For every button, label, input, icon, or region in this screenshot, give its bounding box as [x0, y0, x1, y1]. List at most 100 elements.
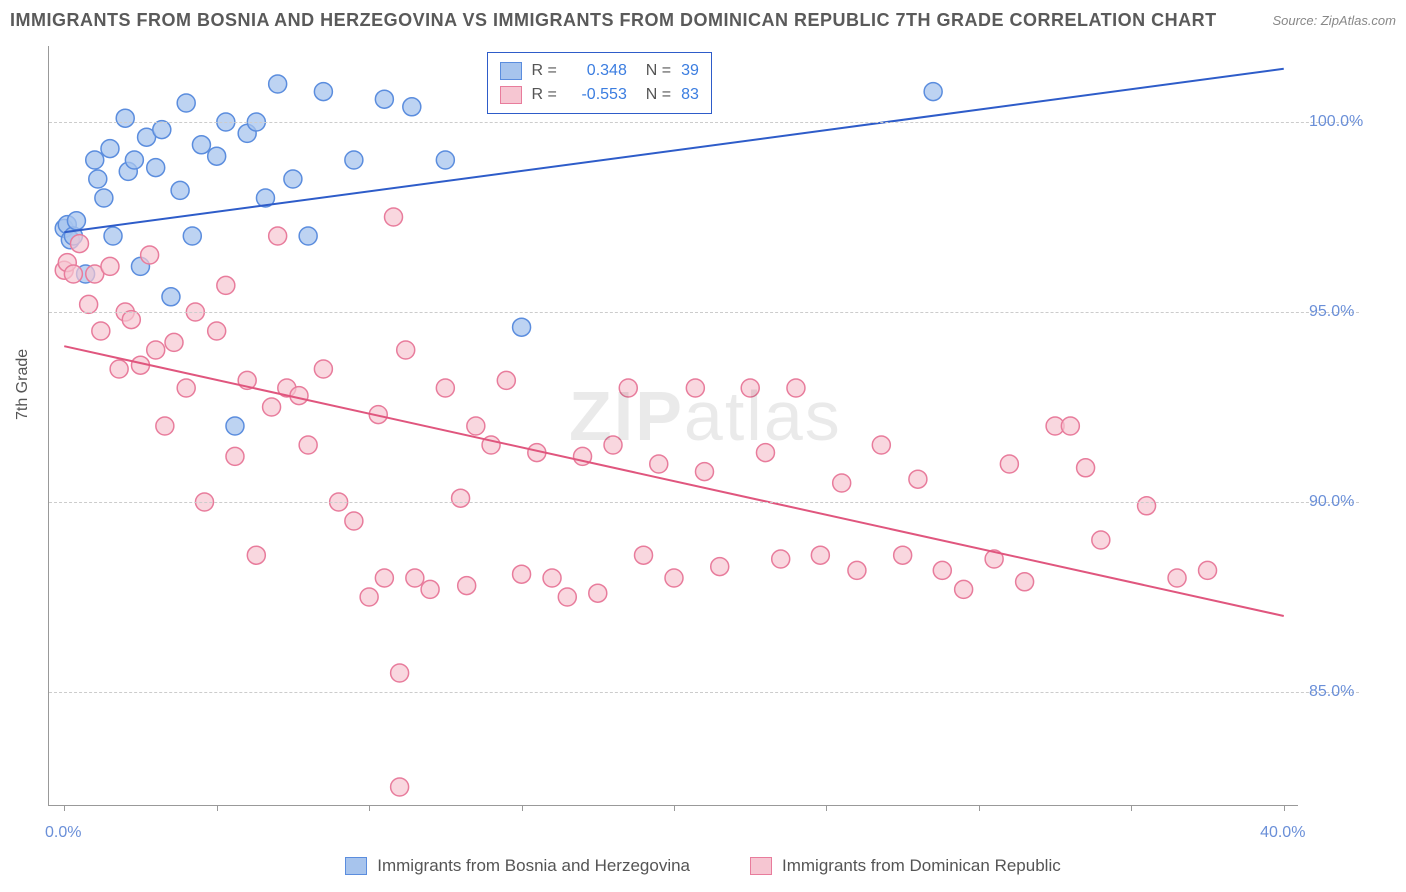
data-point-dominican: [933, 561, 951, 579]
data-point-dominican: [165, 333, 183, 351]
data-point-bosnia: [345, 151, 363, 169]
y-axis-label: 7th Grade: [14, 349, 32, 420]
data-point-dominican: [848, 561, 866, 579]
data-point-bosnia: [314, 83, 332, 101]
legend-n-label: N =: [637, 62, 671, 80]
gridline: [49, 502, 1359, 503]
data-point-dominican: [177, 379, 195, 397]
data-point-dominican: [217, 276, 235, 294]
data-point-bosnia: [171, 181, 189, 199]
data-point-dominican: [436, 379, 454, 397]
legend-item: Immigrants from Dominican Republic: [750, 856, 1061, 876]
data-point-dominican: [909, 470, 927, 488]
data-point-dominican: [741, 379, 759, 397]
data-point-dominican: [345, 512, 363, 530]
x-tick-mark: [1284, 805, 1285, 811]
legend-r-value: 0.348: [567, 62, 627, 80]
chart-title: IMMIGRANTS FROM BOSNIA AND HERZEGOVINA V…: [10, 10, 1217, 31]
data-point-dominican: [458, 577, 476, 595]
data-point-dominican: [1016, 573, 1034, 591]
data-point-dominican: [314, 360, 332, 378]
y-tick-label: 100.0%: [1309, 113, 1399, 131]
data-point-dominican: [247, 546, 265, 564]
data-point-dominican: [1168, 569, 1186, 587]
data-point-dominican: [1138, 497, 1156, 515]
data-point-dominican: [650, 455, 668, 473]
data-point-bosnia: [436, 151, 454, 169]
legend-item: Immigrants from Bosnia and Herzegovina: [345, 856, 690, 876]
data-point-dominican: [711, 558, 729, 576]
data-point-bosnia: [86, 151, 104, 169]
data-point-dominican: [147, 341, 165, 359]
data-point-dominican: [290, 387, 308, 405]
data-point-dominican: [513, 565, 531, 583]
data-point-dominican: [772, 550, 790, 568]
data-point-dominican: [391, 778, 409, 796]
data-point-dominican: [70, 235, 88, 253]
data-point-dominican: [833, 474, 851, 492]
data-point-dominican: [894, 546, 912, 564]
gridline: [49, 312, 1359, 313]
data-point-dominican: [375, 569, 393, 587]
legend-swatch: [345, 857, 367, 875]
legend-swatch: [500, 86, 522, 104]
data-point-dominican: [122, 311, 140, 329]
x-tick-mark: [674, 805, 675, 811]
gridline: [49, 692, 1359, 693]
data-point-dominican: [756, 444, 774, 462]
x-tick-mark: [826, 805, 827, 811]
plot-area: ZIPatlas R =0.348 N =39R =-0.553 N =83 8…: [48, 46, 1298, 806]
x-tick-mark: [217, 805, 218, 811]
data-point-dominican: [543, 569, 561, 587]
data-point-dominican: [208, 322, 226, 340]
data-point-dominican: [635, 546, 653, 564]
data-point-bosnia: [153, 121, 171, 139]
data-point-bosnia: [177, 94, 195, 112]
legend-r-label: R =: [532, 62, 557, 80]
data-point-dominican: [619, 379, 637, 397]
x-tick-mark: [64, 805, 65, 811]
data-point-dominican: [1092, 531, 1110, 549]
data-point-bosnia: [269, 75, 287, 93]
data-point-bosnia: [924, 83, 942, 101]
data-point-bosnia: [104, 227, 122, 245]
y-tick-label: 95.0%: [1309, 303, 1399, 321]
data-point-dominican: [558, 588, 576, 606]
data-point-bosnia: [89, 170, 107, 188]
data-point-dominican: [686, 379, 704, 397]
data-point-dominican: [467, 417, 485, 435]
x-tick-mark: [979, 805, 980, 811]
data-point-dominican: [397, 341, 415, 359]
x-tick-mark: [369, 805, 370, 811]
data-point-dominican: [1000, 455, 1018, 473]
data-point-bosnia: [192, 136, 210, 154]
data-point-dominican: [101, 257, 119, 275]
data-point-dominican: [665, 569, 683, 587]
y-tick-label: 90.0%: [1309, 493, 1399, 511]
data-point-dominican: [497, 371, 515, 389]
legend-row: R =0.348 N =39: [500, 59, 699, 83]
data-point-dominican: [589, 584, 607, 602]
data-point-bosnia: [147, 159, 165, 177]
data-point-dominican: [64, 265, 82, 283]
data-point-dominican: [1077, 459, 1095, 477]
data-point-dominican: [110, 360, 128, 378]
data-point-dominican: [141, 246, 159, 264]
y-tick-label: 85.0%: [1309, 683, 1399, 701]
legend-label: Immigrants from Bosnia and Herzegovina: [377, 856, 690, 876]
data-point-bosnia: [162, 288, 180, 306]
data-point-bosnia: [513, 318, 531, 336]
data-point-dominican: [226, 447, 244, 465]
data-point-dominican: [787, 379, 805, 397]
data-point-bosnia: [208, 147, 226, 165]
data-point-dominican: [872, 436, 890, 454]
data-point-dominican: [360, 588, 378, 606]
data-point-dominican: [80, 295, 98, 313]
x-tick-label: 0.0%: [45, 824, 81, 842]
data-point-dominican: [406, 569, 424, 587]
gridline: [49, 122, 1359, 123]
data-point-dominican: [391, 664, 409, 682]
data-point-bosnia: [299, 227, 317, 245]
legend-r-value: -0.553: [567, 86, 627, 104]
x-tick-mark: [1131, 805, 1132, 811]
